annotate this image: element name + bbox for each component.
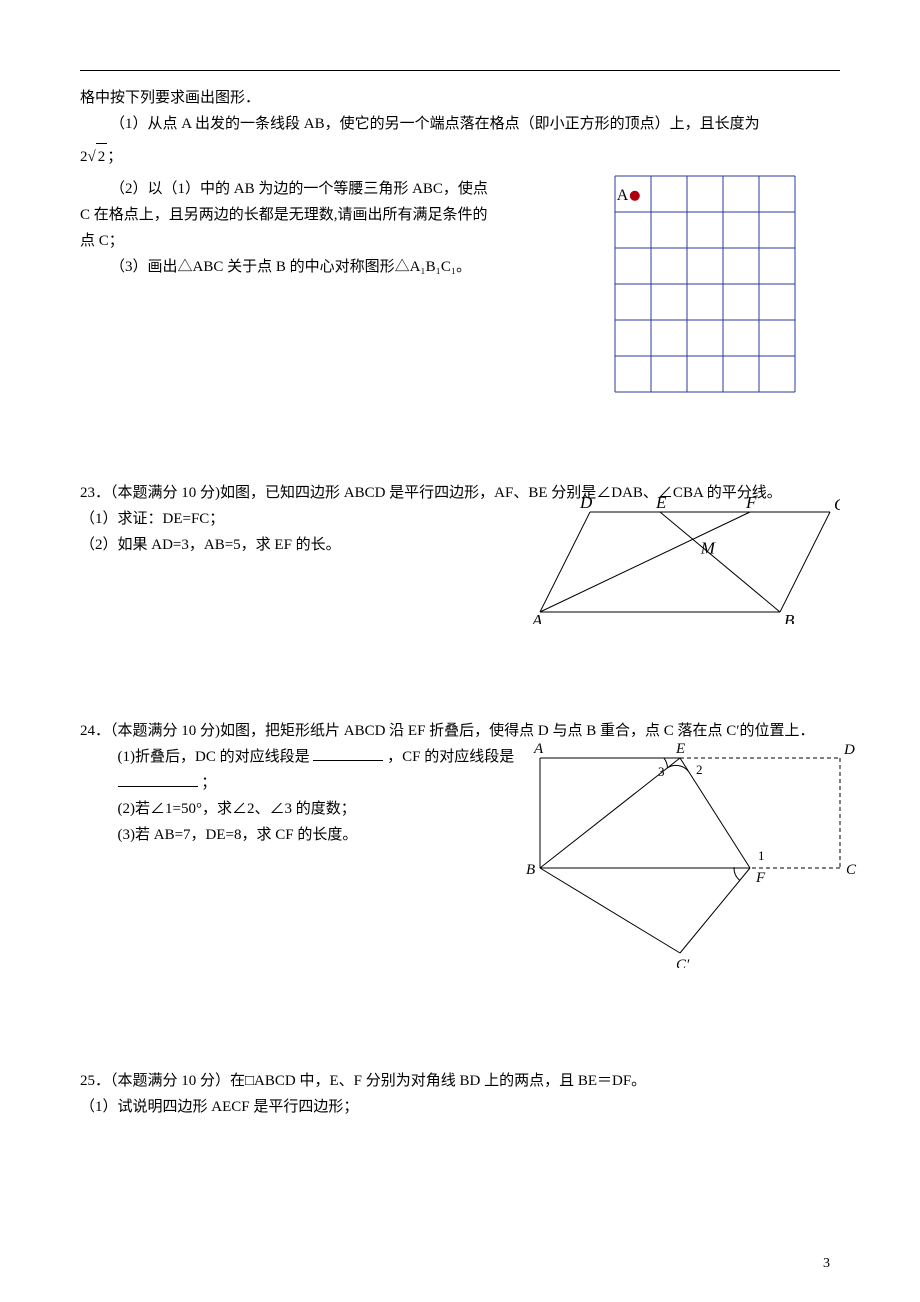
svg-text:1: 1	[758, 848, 765, 863]
q24-p1b: ，CF 的对应线段是	[387, 749, 514, 765]
svg-text:A: A	[533, 741, 544, 757]
q24-blank1	[313, 746, 383, 761]
q22-p2: （2）以（1）中的 AB 为边的一个等腰三角形 ABC，使点 C 在格点上，且另…	[80, 176, 500, 254]
page-number: 3	[823, 1256, 830, 1272]
q23-p2: （2）如果 AD=3，AB=5，求 EF 的长。	[80, 532, 500, 558]
q24-p1: (1)折叠后，DC 的对应线段是 ，CF 的对应线段是 ；	[80, 744, 538, 796]
top-rule	[80, 70, 840, 71]
q22-p2-text: （2）以（1）中的 AB 为边的一个等腰三角形 ABC，使点 C 在格点上，且另…	[80, 181, 488, 249]
q24-p1a: (1)折叠后，DC 的对应线段是	[118, 749, 310, 765]
q22-intro: 格中按下列要求画出图形．	[80, 85, 840, 111]
q22-formula-line: 2√2 ；	[80, 143, 840, 170]
svg-text:C′: C′	[676, 957, 690, 968]
q23-p1: （1）求证：DE=FC；	[80, 506, 500, 532]
svg-text:A: A	[531, 611, 543, 624]
svg-text:D: D	[579, 494, 593, 512]
svg-text:A: A	[617, 187, 629, 204]
svg-text:F: F	[745, 494, 757, 512]
q22-p1-tail: ；	[107, 149, 122, 165]
svg-text:F: F	[755, 870, 766, 886]
svg-text:C: C	[846, 862, 857, 878]
q22-p3: （3）画出△ABC 关于点 B 的中心对称图形△A₁B₁C₁。	[80, 254, 500, 280]
svg-text:C: C	[834, 495, 840, 514]
q22-formula: 2√2	[80, 143, 107, 170]
q24-p3: (3)若 AB=7，DE=8，求 CF 的长度。	[80, 822, 538, 848]
q24-p2: (2)若∠1=50°，求∠2、∠3 的度数；	[80, 796, 538, 822]
svg-text:2: 2	[696, 762, 703, 777]
q25-head: 25．（本题满分 10 分）在□ABCD 中，E、F 分别为对角线 BD 上的两…	[80, 1068, 840, 1094]
svg-text:3: 3	[658, 764, 665, 779]
q24-blank2	[118, 772, 198, 787]
svg-text:B: B	[526, 862, 535, 878]
q22-p1: （1）从点 A 出发的一条线段 AB，使它的另一个端点落在格点（即小正方形的顶点…	[80, 111, 840, 137]
q25-p1: （1）试说明四边形 AECF 是平行四边形；	[80, 1094, 840, 1120]
q22-p3-text: （3）画出△ABC 关于点 B 的中心对称图形△A₁B₁C₁。	[110, 259, 471, 275]
svg-text:E: E	[675, 741, 685, 757]
page: 格中按下列要求画出图形． （1）从点 A 出发的一条线段 AB，使它的另一个端点…	[0, 0, 920, 1302]
svg-text:D: D	[843, 742, 855, 758]
q24-p1c: ；	[201, 775, 216, 791]
svg-text:B: B	[784, 611, 795, 624]
q22-grid: A	[610, 171, 800, 397]
q22-p1-text: （1）从点 A 出发的一条线段 AB，使它的另一个端点落在格点（即小正方形的顶点…	[110, 116, 760, 132]
q24-figure: A D B C E F C′ 3 2 1	[520, 738, 860, 968]
svg-text:E: E	[655, 494, 667, 512]
q23-figure: D E F C A B M	[530, 494, 840, 624]
svg-text:M: M	[700, 538, 716, 557]
